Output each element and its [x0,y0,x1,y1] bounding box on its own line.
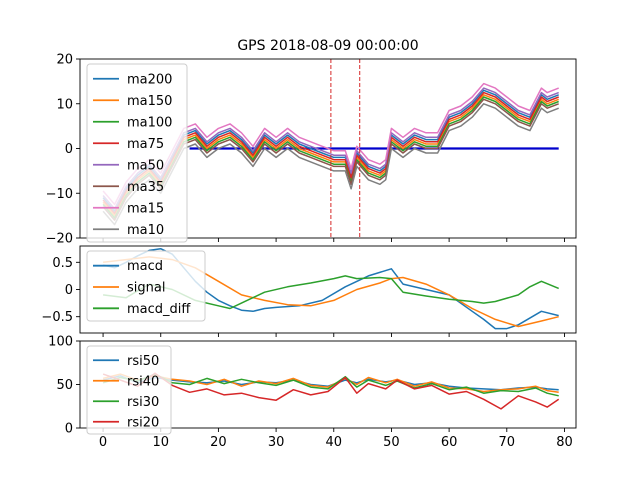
legend-label: ma50 [127,158,164,173]
x-tick-label: 10 [152,435,169,450]
y-tick-label: −20 [46,232,73,247]
y-tick-label: 20 [56,53,73,68]
y-tick-label: 0 [65,283,73,298]
legend-label: rsi20 [127,415,159,430]
y-tick-label: 0 [65,142,73,157]
x-tick-label: 60 [441,435,458,450]
legend-box [86,63,188,243]
legend-label: macd [127,259,163,274]
legend-label: ma75 [127,137,164,152]
legend: macd signal macd_diff [86,250,206,322]
y-tick-label: 50 [56,378,73,393]
y-tick-label: −10 [46,187,73,202]
y-tick-label: 100 [48,335,73,350]
x-tick-label: 20 [210,435,227,450]
series-rsi20 [102,372,560,410]
chart-title: GPS 2018-08-09 00:00:00 [237,38,418,54]
legend-label: rsi40 [127,374,159,389]
x-tick-label: 70 [499,435,516,450]
legend-box [86,250,206,322]
panel-moving-averages: −20−1001020ma200ma150ma100ma75ma50ma35ma… [46,53,577,247]
legend-label: macd_diff [127,302,191,317]
plot-area [102,372,560,410]
series-rsi50 [102,375,559,391]
legend-label: rsi30 [127,395,159,410]
legend-label: ma35 [127,180,164,195]
legend-box [86,345,172,435]
legend-label: ma150 [127,94,172,109]
y-tick-label: 10 [56,97,73,112]
panel-macd: −0.5 0 0.5 macd signal macd_diff [41,245,577,337]
y-tick-label: 0.5 [52,256,73,271]
x-tick-label: 40 [325,435,342,450]
legend-label: rsi50 [127,354,159,369]
y-tick-label: 0 [65,422,73,437]
legend-label: signal [127,281,165,296]
legend-label: ma200 [127,72,172,87]
series-macd [102,247,559,330]
legend: ma200 ma150 ma100 ma75 ma50 ma35 ma15 ma10 [86,63,188,243]
legend-label: ma100 [127,115,172,130]
x-tick-label: 50 [383,435,400,450]
series-rsi30 [102,373,559,397]
legend-label: ma10 [127,223,164,238]
y-tick-label: −0.5 [41,310,73,325]
x-tick-label: 0 [99,435,107,450]
x-tick-label: 80 [556,435,573,450]
legend: rsi50 rsi40 rsi30 rsi20 [86,345,172,435]
x-tick-label: 30 [268,435,285,450]
legend-label: ma15 [127,201,164,216]
